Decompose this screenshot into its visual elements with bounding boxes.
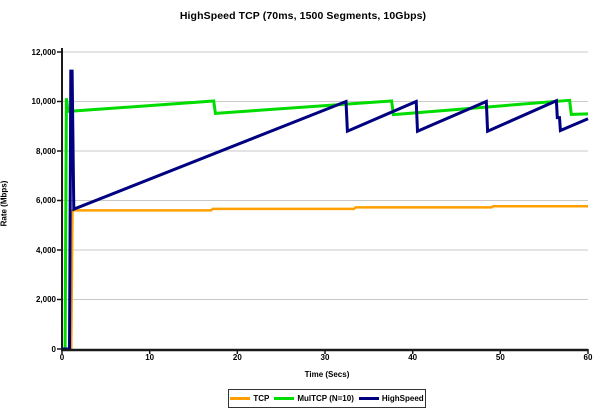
x-tick-label: 60 [583,353,593,362]
y-tick-label: 2,000 [35,295,56,304]
legend-label: MulTCP (N=10) [297,394,354,403]
y-tick-label: 4,000 [35,245,56,255]
y-tick-label: 6,000 [35,196,56,205]
y-tick-label: 10,000 [31,97,56,106]
series-line-multcp-n-10 [62,98,589,351]
legend-line-sample-highspeed [358,397,379,400]
legend-box: TCP MulTCP (N=10) HighSpeed [228,389,426,408]
y-tick-label: 0 [51,344,56,354]
legend-line-sample-multcp-n-10 [274,397,295,400]
x-tick-label: 10 [145,353,155,362]
legend-line-sample-tcp [230,397,251,400]
series-line-tcp [62,204,588,351]
legend-item-highspeed: HighSpeed [358,394,424,403]
y-tick-label: 8,000 [35,146,56,156]
legend-label: HighSpeed [381,394,424,403]
x-tick-label: 20 [232,353,242,362]
chart-title: HighSpeed TCP (70ms, 1500 Segments, 10Gb… [179,10,427,22]
x-axis-title: Time (Secs) [304,370,350,379]
legend-item-tcp: TCP [230,394,269,403]
x-tick-label: 40 [408,353,418,362]
series-line-highspeed [62,69,589,351]
legend-item-multcp-n-10: MulTCP (N=10) [274,394,354,403]
x-tick-label: 50 [495,353,505,362]
y-tick-label: 12,000 [31,47,56,57]
x-tick-label: 30 [320,353,330,362]
legend-label: TCP [253,394,270,403]
x-tick-label: 0 [59,353,65,362]
